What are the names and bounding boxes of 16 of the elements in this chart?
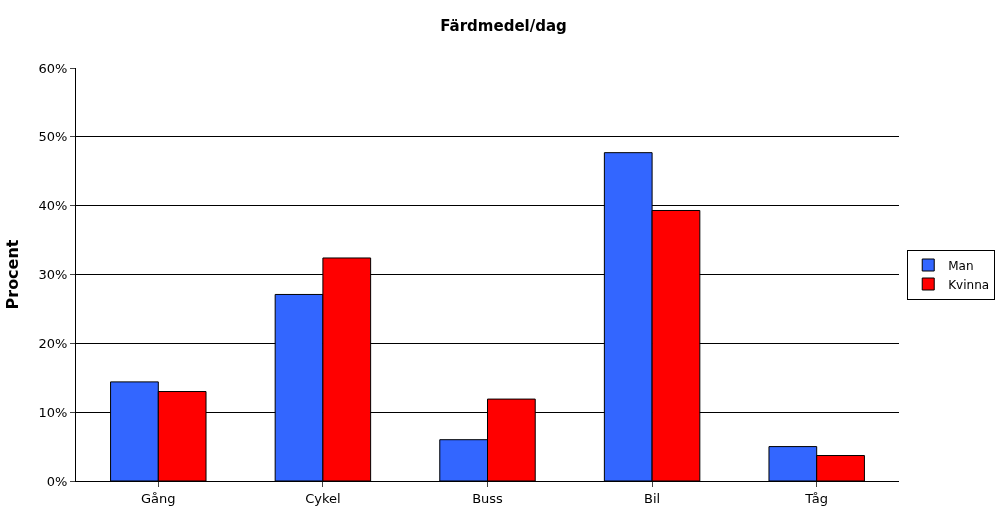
y-axis-title: Procent	[3, 239, 23, 310]
x-tick-label: Cykel	[305, 490, 341, 506]
y-tick-label: 30%	[38, 267, 68, 283]
y-tick-label: 50%	[38, 129, 68, 145]
x-tick-label: Gång	[141, 490, 176, 506]
x-tick-label: Buss	[472, 490, 504, 506]
y-tick-label: 10%	[38, 404, 68, 420]
legend-label: Man	[948, 258, 974, 273]
y-tick-label: 60%	[38, 60, 68, 76]
x-tick-label: Tåg	[804, 490, 829, 506]
x-tick-label: Bil	[644, 490, 661, 506]
legend-label: Kvinna	[948, 277, 990, 292]
y-tick-label: 40%	[38, 198, 68, 214]
y-tick-label: 20%	[38, 335, 68, 351]
y-tick-label: 0%	[46, 473, 68, 489]
chart-title: Färdmedel/dag	[440, 17, 567, 36]
